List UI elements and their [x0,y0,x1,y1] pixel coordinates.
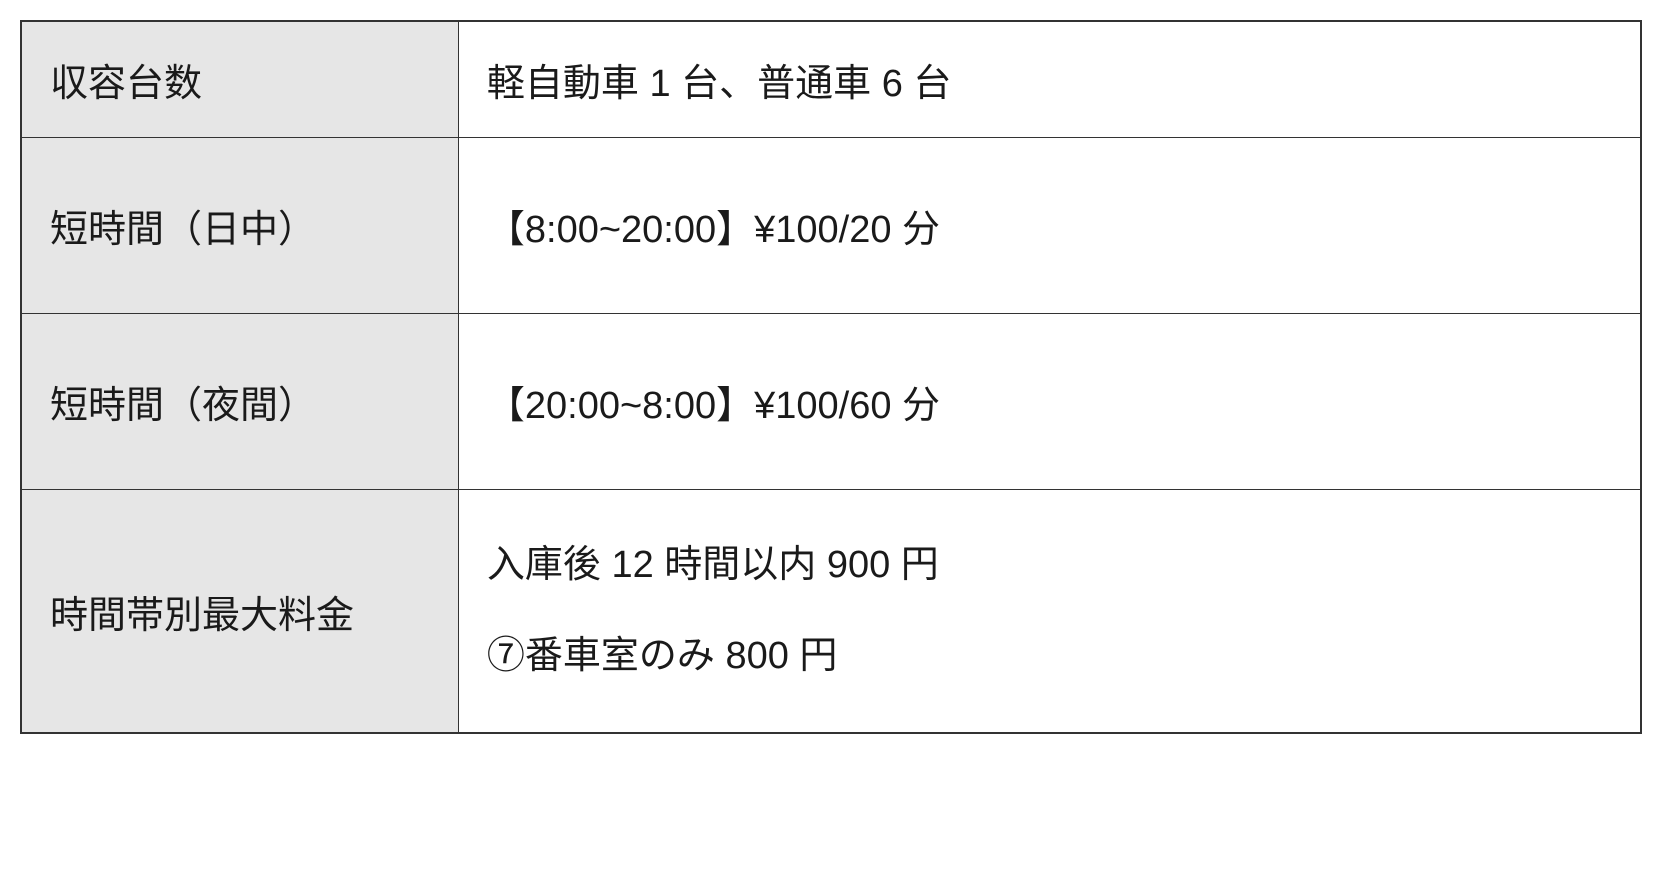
row-value-daytime: 【8:00~20:00】¥100/20 分 [458,138,1641,314]
row-label-nighttime: 短時間（夜間） [21,314,458,490]
row-label-capacity: 収容台数 [21,21,458,138]
row-label-maxrate: 時間帯別最大料金 [21,490,458,734]
maxrate-line2: ⑦番車室のみ 800 円 [487,611,1612,702]
row-label-daytime: 短時間（日中） [21,138,458,314]
parking-info-table: 収容台数 軽自動車 1 台、普通車 6 台 短時間（日中） 【8:00~20:0… [20,20,1642,734]
maxrate-line1: 入庫後 12 時間以内 900 円 [487,520,1612,611]
row-value-maxrate: 入庫後 12 時間以内 900 円 ⑦番車室のみ 800 円 [458,490,1641,734]
table-row: 短時間（夜間） 【20:00~8:00】¥100/60 分 [21,314,1641,490]
row-value-capacity: 軽自動車 1 台、普通車 6 台 [458,21,1641,138]
row-value-nighttime: 【20:00~8:00】¥100/60 分 [458,314,1641,490]
table-row: 収容台数 軽自動車 1 台、普通車 6 台 [21,21,1641,138]
table-row: 短時間（日中） 【8:00~20:00】¥100/20 分 [21,138,1641,314]
table-row: 時間帯別最大料金 入庫後 12 時間以内 900 円 ⑦番車室のみ 800 円 [21,490,1641,734]
